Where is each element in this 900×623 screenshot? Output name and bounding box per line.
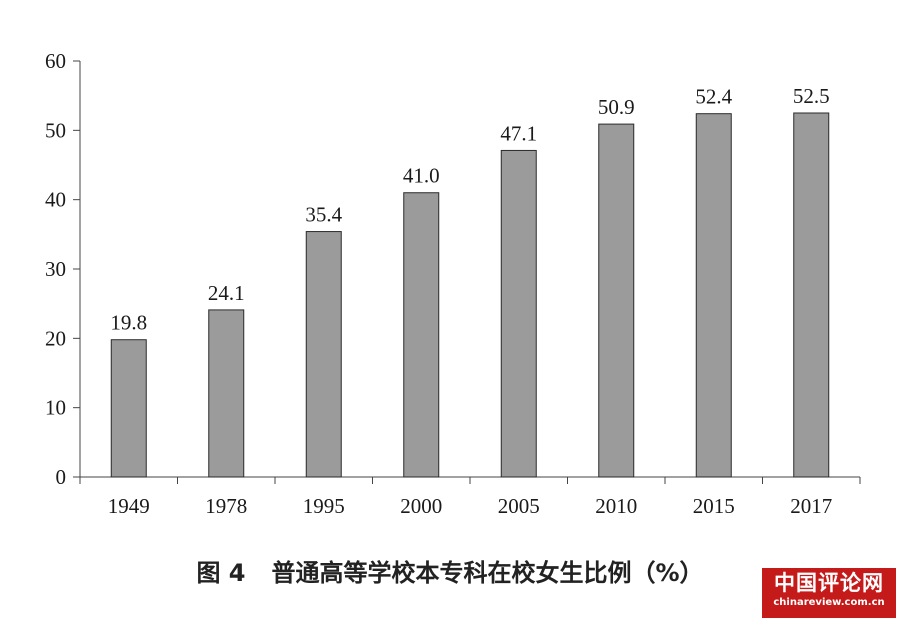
y-tick-label: 40 bbox=[45, 188, 66, 212]
y-tick-label: 10 bbox=[45, 396, 66, 420]
bar bbox=[305, 231, 342, 478]
watermark-logo: 中国评论网 chinareview.com.cn bbox=[762, 568, 896, 618]
y-tick-label: 20 bbox=[45, 326, 66, 350]
x-tick-label: 2017 bbox=[790, 494, 832, 518]
bar bbox=[598, 123, 635, 478]
x-tick-label: 1995 bbox=[303, 494, 345, 518]
bar bbox=[110, 339, 147, 478]
data-label: 52.4 bbox=[695, 85, 732, 109]
y-tick-label: 60 bbox=[45, 49, 66, 73]
data-label: 52.5 bbox=[793, 84, 830, 108]
watermark-title: 中国评论网 bbox=[774, 571, 884, 595]
figure-number: 图 4 bbox=[196, 559, 246, 587]
y-tick-label: 30 bbox=[45, 257, 66, 281]
data-label: 24.1 bbox=[208, 281, 245, 305]
bar bbox=[695, 113, 732, 478]
figure-title: 普通高等学校本专科在校女生比例（%） bbox=[271, 559, 704, 587]
x-tick-label: 2015 bbox=[693, 494, 735, 518]
y-tick-label: 0 bbox=[56, 465, 67, 489]
x-tick-label: 2010 bbox=[595, 494, 637, 518]
data-label: 47.1 bbox=[500, 121, 537, 145]
y-tick-label: 50 bbox=[45, 118, 66, 142]
data-label: 35.4 bbox=[305, 203, 342, 227]
watermark-url: chinareview.com.cn bbox=[773, 597, 885, 608]
bar bbox=[208, 309, 245, 478]
x-tick-label: 1978 bbox=[205, 494, 247, 518]
x-tick-label: 2000 bbox=[400, 494, 442, 518]
bar bbox=[793, 112, 830, 478]
bar bbox=[500, 149, 537, 478]
x-tick-label: 2005 bbox=[498, 494, 540, 518]
bar bbox=[403, 192, 440, 478]
data-label: 50.9 bbox=[598, 95, 635, 119]
figure-caption: 图 4 普通高等学校本专科在校女生比例（%） bbox=[0, 553, 900, 588]
bar-chart: 0 10 20 30 40 50 60 19.8 1949 24.1 1978 35.4 1995 41.… bbox=[45, 49, 861, 518]
x-tick-label: 1949 bbox=[108, 494, 150, 518]
data-label: 19.8 bbox=[110, 311, 147, 335]
data-label: 41.0 bbox=[403, 164, 440, 188]
